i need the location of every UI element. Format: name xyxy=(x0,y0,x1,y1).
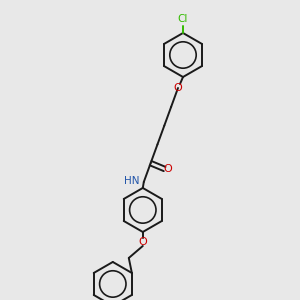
Text: O: O xyxy=(138,237,147,247)
Text: O: O xyxy=(174,83,182,93)
Text: O: O xyxy=(163,164,172,174)
Text: Cl: Cl xyxy=(178,14,188,24)
Text: HN: HN xyxy=(124,176,140,186)
